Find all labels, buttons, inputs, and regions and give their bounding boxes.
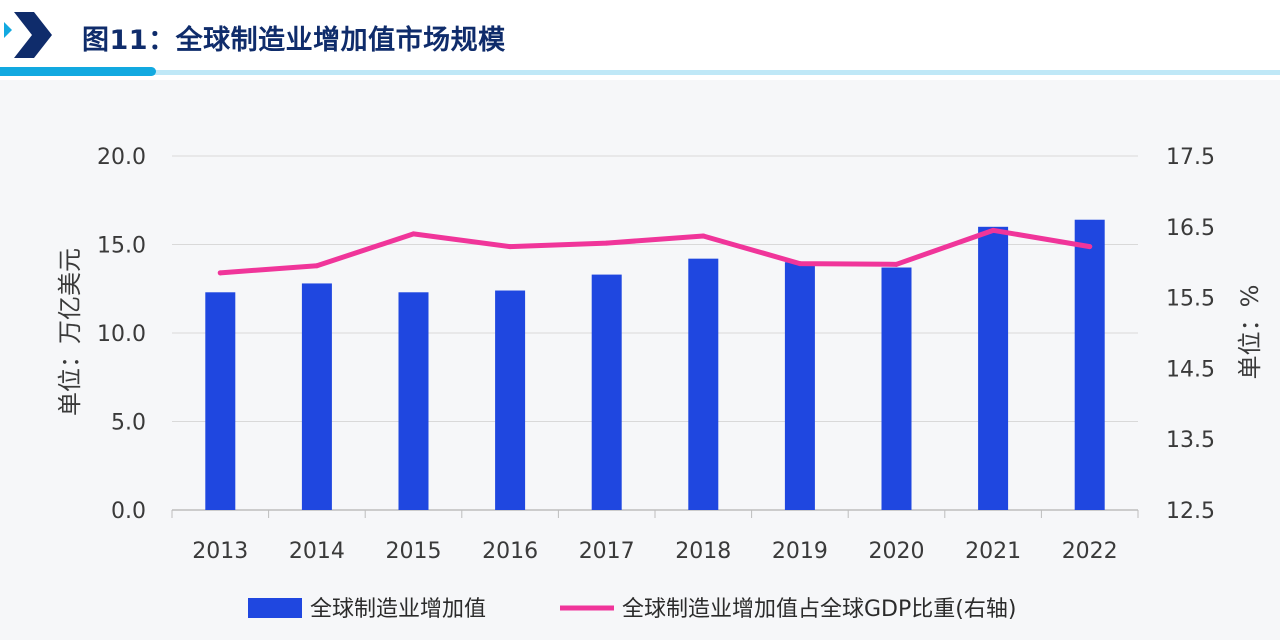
x-tick-label: 2018	[675, 539, 731, 564]
bar	[1074, 219, 1105, 510]
line-point	[1087, 244, 1093, 250]
x-tick-label: 2016	[482, 539, 538, 564]
right-tick-label: 14.5	[1166, 357, 1215, 382]
legend: 全球制造业增加值 全球制造业增加值占全球GDP比重(右轴)	[248, 597, 1016, 622]
bar	[688, 258, 719, 510]
line-point	[797, 261, 803, 267]
legend-swatch-bar	[248, 598, 302, 618]
left-axis-ticks: 0.0 5.0 10.0 15.0 20.0	[97, 145, 146, 524]
line-point	[411, 231, 416, 237]
x-tick-label: 2019	[772, 539, 828, 564]
chevron-logo-icon	[4, 12, 52, 58]
line-series-path	[217, 227, 1093, 276]
left-tick-label: 0.0	[111, 499, 146, 524]
x-tick-label: 2015	[386, 539, 442, 564]
right-tick-label: 17.5	[1166, 145, 1215, 170]
line-point	[604, 240, 610, 246]
right-axis-ticks: 12.5 13.5 14.5 15.5 16.5 17.5	[1166, 145, 1215, 524]
combo-chart: 0.05.010.015.020.0 12.513.514.515.516.51…	[56, 145, 1264, 622]
bar	[881, 267, 912, 510]
chart-panel: 0.0 5.0 10.0 15.0 20.0 12.5 13.5 14.5 15.5 16.5 1…	[0, 80, 1280, 640]
header-divider-accent	[0, 67, 156, 76]
bar	[301, 283, 332, 510]
left-axis-title: 单位：万亿美元	[56, 248, 84, 416]
right-tick-label: 12.5	[1166, 499, 1215, 524]
figure-title: 图11：全球制造业增加值市场规模	[82, 25, 506, 56]
left-tick-label: 20.0	[97, 145, 146, 170]
right-tick-label: 16.5	[1166, 216, 1215, 241]
x-tick-label: 2017	[579, 539, 635, 564]
left-tick-label: 5.0	[111, 411, 146, 436]
line-point	[990, 227, 996, 233]
line-series	[217, 227, 1093, 276]
bar	[784, 262, 815, 510]
bar	[495, 290, 526, 510]
right-tick-label: 15.5	[1166, 287, 1215, 312]
header-divider	[0, 70, 1280, 75]
line-point	[894, 261, 899, 267]
x-tick-label: 2021	[965, 539, 1021, 564]
x-tick-label: 2013	[192, 539, 248, 564]
line-point	[700, 233, 706, 239]
x-tick-label: 2014	[289, 539, 345, 564]
left-tick-label: 10.0	[97, 322, 146, 347]
legend-label-line: 全球制造业增加值占全球GDP比重(右轴)	[622, 597, 1016, 622]
bar	[205, 292, 236, 510]
right-axis-title: 单位：%	[1236, 285, 1264, 380]
line-point	[217, 270, 223, 276]
line-point	[507, 244, 513, 250]
bar	[978, 226, 1009, 511]
figure-header: 图11：全球制造业增加值市场规模	[0, 0, 1280, 78]
legend-label-bar: 全球制造业增加值	[310, 597, 486, 622]
line-point	[314, 263, 320, 269]
x-tick-label: 2020	[869, 539, 925, 564]
x-axis-ticks: 2013 2014 2015 2016 2017 2018 2019 2020 2021 2022	[192, 539, 1117, 564]
right-tick-label: 13.5	[1166, 428, 1215, 453]
gridlines	[171, 155, 1139, 518]
x-tick-label: 2022	[1062, 539, 1118, 564]
left-tick-label: 15.0	[97, 234, 146, 259]
bar	[591, 274, 622, 510]
bar	[398, 292, 429, 510]
bar-series	[205, 219, 1105, 511]
